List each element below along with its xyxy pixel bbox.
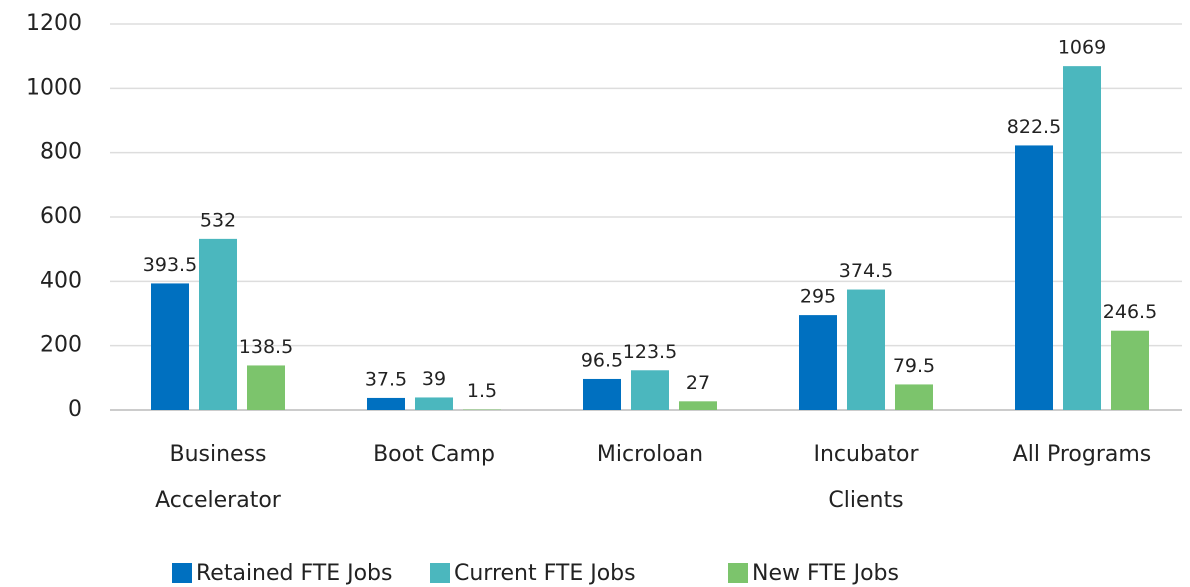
- y-tick-label: 1200: [26, 11, 82, 36]
- bar: [799, 315, 837, 410]
- x-tick-label: Business: [169, 442, 266, 467]
- value-label: 39: [422, 368, 446, 390]
- value-label: 1.5: [467, 380, 497, 402]
- bar: [1063, 66, 1101, 410]
- bar: [679, 401, 717, 410]
- x-tick-label: Boot Camp: [373, 442, 495, 467]
- legend-swatch: [430, 563, 450, 583]
- value-label: 822.5: [1007, 116, 1061, 138]
- value-label: 532: [200, 209, 236, 231]
- value-label: 374.5: [839, 260, 893, 282]
- value-label: 96.5: [581, 349, 623, 371]
- bar: [583, 378, 621, 410]
- y-tick-label: 600: [40, 204, 82, 229]
- value-label: 37.5: [365, 368, 407, 390]
- value-label: 79.5: [893, 355, 935, 377]
- bar: [847, 289, 885, 410]
- y-tick-label: 200: [40, 333, 82, 358]
- value-label: 1069: [1058, 37, 1106, 59]
- value-label: 138.5: [239, 336, 293, 358]
- y-tick-label: 400: [40, 268, 82, 293]
- value-label: 27: [686, 372, 710, 394]
- legend-swatch: [728, 563, 748, 583]
- x-tick-label: Clients: [828, 488, 903, 513]
- x-tick-label: Incubator: [813, 442, 919, 467]
- value-label: 295: [800, 286, 836, 308]
- bar: [895, 384, 933, 410]
- bar: [247, 365, 285, 410]
- x-tick-label: Accelerator: [155, 488, 282, 513]
- legend-label: New FTE Jobs: [752, 561, 899, 586]
- bar: [415, 397, 453, 410]
- bar: [631, 370, 669, 410]
- bar: [199, 238, 237, 410]
- value-label: 246.5: [1103, 301, 1157, 323]
- bar: [367, 397, 405, 410]
- value-label: 123.5: [623, 341, 677, 363]
- y-tick-label: 0: [68, 397, 82, 422]
- bar: [151, 283, 189, 410]
- legend-swatch: [172, 563, 192, 583]
- y-tick-label: 1000: [26, 75, 82, 100]
- x-tick-label: All Programs: [1013, 442, 1152, 467]
- x-tick-label: Microloan: [597, 442, 703, 467]
- legend-label: Retained FTE Jobs: [196, 561, 392, 586]
- value-label: 393.5: [143, 254, 197, 276]
- bar: [1111, 330, 1149, 410]
- y-tick-label: 800: [40, 140, 82, 165]
- legend-label: Current FTE Jobs: [454, 561, 636, 586]
- bar: [1015, 145, 1053, 410]
